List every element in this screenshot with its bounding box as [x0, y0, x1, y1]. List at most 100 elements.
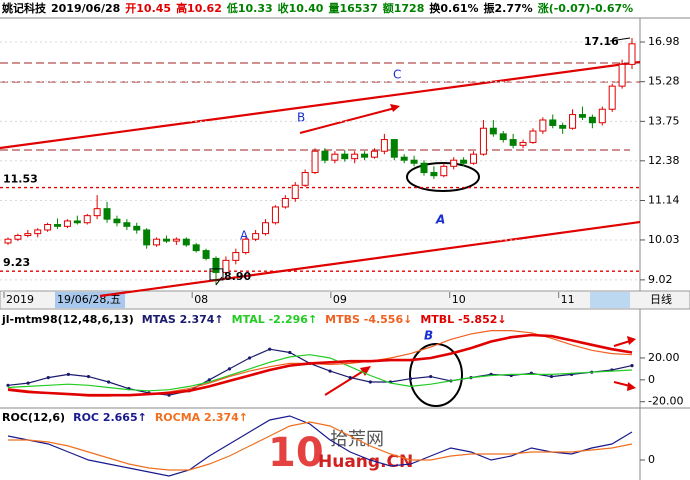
line-marker: [549, 374, 554, 379]
quote-field: 收10.40: [278, 1, 324, 15]
circle-mark: [409, 343, 463, 407]
y-tick-label: 11.14: [648, 193, 680, 206]
arrow: [324, 369, 366, 396]
candle-body: [400, 156, 408, 161]
y-tick-label: 0: [648, 373, 655, 386]
candle-body: [301, 172, 309, 186]
line-marker: [268, 347, 272, 351]
candle-body: [519, 141, 527, 146]
period-label: 日线: [650, 292, 672, 306]
x-tick-label: 10: [452, 293, 466, 306]
candle-body: [559, 124, 567, 129]
line-marker: [107, 380, 111, 384]
candle-body: [410, 159, 418, 164]
candle-body: [499, 133, 507, 141]
candle-body: [549, 119, 557, 126]
panel-title: ROC(12,6): [2, 411, 65, 424]
candle-body: [133, 225, 141, 231]
level-label: 9.23: [3, 256, 30, 269]
candle-body: [608, 85, 616, 110]
y-tick-label: 20.00: [648, 351, 680, 364]
candle-body: [489, 127, 497, 135]
arrow-head: [360, 366, 371, 376]
candle-body: [281, 197, 289, 208]
x-tick-label: 09: [333, 293, 347, 306]
candle-body: [4, 238, 12, 244]
quote-field: 振2.77%: [484, 1, 533, 15]
candle-body: [390, 139, 398, 158]
candle-body: [321, 150, 329, 161]
header: 姚记科技 2019/06/28 开10.45 高10.62 低10.33 收10.40 量1…: [1, 1, 633, 15]
candle-body: [479, 127, 487, 155]
candle-body: [420, 162, 428, 174]
arrow: [613, 340, 631, 347]
candle-body: [113, 218, 121, 224]
candle-body: [14, 234, 22, 240]
y-tick-label: -20.00: [648, 395, 683, 408]
series-line: [7, 348, 633, 396]
arrow-head: [627, 382, 636, 391]
legend-entry: MTBS -4.556↓: [325, 313, 412, 326]
candle-body: [182, 238, 190, 246]
y-tick-label: 12.38: [648, 154, 680, 167]
panel-legend: jl-mtm98(12,48,6,13) MTAS 2.374↑ MTAL -2.2…: [1, 313, 507, 326]
line-marker: [429, 374, 433, 379]
candle-body: [361, 153, 369, 158]
candle-body: [202, 250, 210, 259]
candle-body: [83, 215, 91, 224]
x-tick-label: 08: [194, 293, 208, 306]
quote-field: 换0.61%: [429, 1, 478, 15]
quote-field: 高10.62: [176, 1, 222, 15]
legend-entry: MTAL -2.296↑: [232, 313, 318, 326]
candle-body: [430, 172, 438, 177]
annotation: A: [240, 229, 249, 243]
x-tick-label: 11: [561, 293, 575, 306]
candle-body: [578, 114, 586, 118]
date: 2019/06/28: [51, 2, 120, 15]
candle-body: [162, 238, 170, 242]
legend-entry: ROC 2.665↑: [73, 411, 147, 424]
trend-line: [0, 60, 641, 150]
level-label: 11.53: [3, 173, 38, 186]
y-tick-label: 13.75: [648, 114, 680, 127]
candle-body: [123, 222, 131, 227]
candle-body: [73, 220, 81, 224]
annotation: A: [435, 213, 445, 227]
legend-entry: ROCMA 2.374↑: [155, 411, 248, 424]
panel-legend: ROC(12,6) ROC 2.665↑ ROCMA 2.374↑: [2, 411, 248, 424]
line-marker: [408, 377, 413, 381]
highlight: [590, 292, 630, 308]
line-marker: [348, 376, 352, 380]
candle-body: [311, 150, 319, 174]
line-marker: [288, 350, 292, 355]
candle-body: [291, 184, 299, 199]
quote-field: 额1728: [383, 1, 425, 15]
series-line: [7, 354, 633, 392]
candle-body: [598, 108, 606, 124]
date-axis: [0, 290, 690, 310]
arrow-head: [390, 104, 400, 112]
quote-field: 涨(-0.07)-0.67%: [538, 1, 634, 15]
line-marker: [630, 364, 634, 368]
candle-body: [63, 220, 71, 227]
candle-body: [351, 153, 359, 160]
candle-body: [232, 252, 240, 261]
series-line: [8, 421, 633, 471]
max-label: 17.16: [584, 35, 619, 48]
line-marker: [86, 374, 91, 379]
line-marker: [46, 376, 50, 380]
candle-body: [192, 244, 200, 252]
series-line: [7, 333, 633, 397]
candle-body: [331, 153, 339, 161]
candle-body: [370, 150, 378, 158]
y-tick-label: 15.28: [648, 75, 680, 88]
line-marker: [167, 393, 171, 397]
panel-title: jl-mtm98(12,48,6,13): [1, 313, 134, 326]
candle-body: [222, 259, 230, 273]
line-marker: [328, 369, 332, 373]
line-marker: [207, 378, 211, 382]
annotation: B: [424, 329, 433, 343]
candle-body: [628, 43, 636, 65]
